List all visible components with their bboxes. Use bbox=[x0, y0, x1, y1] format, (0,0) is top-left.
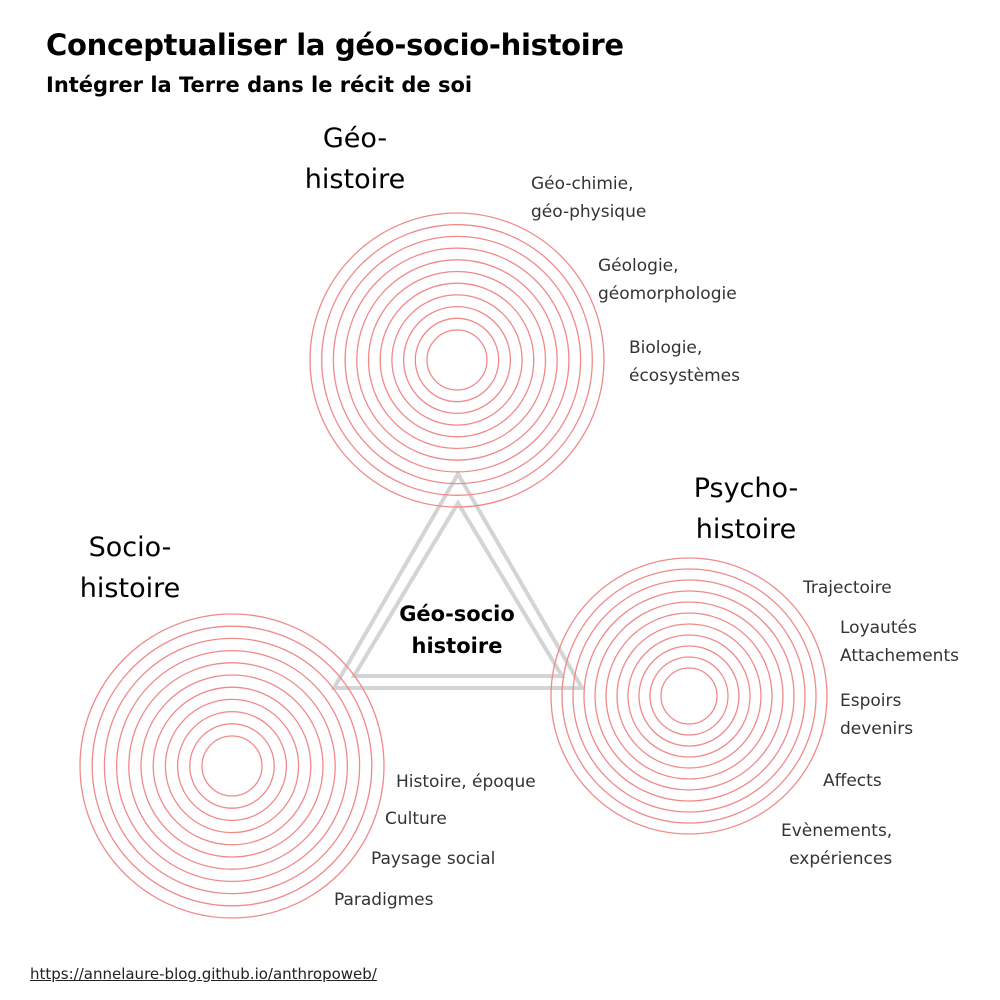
socio-ring bbox=[164, 698, 300, 834]
socio-ring bbox=[103, 637, 361, 895]
geo-ring bbox=[379, 282, 535, 438]
psycho-ring bbox=[616, 623, 762, 769]
socio-label-histoire: Histoire, époque bbox=[396, 772, 536, 792]
socio-label-culture: Culture bbox=[385, 809, 447, 829]
psycho-label-trajectoire: Trajectoire bbox=[803, 578, 892, 598]
psycho-ring bbox=[649, 656, 729, 736]
geo-rings bbox=[309, 212, 605, 508]
socio-ring bbox=[201, 735, 263, 797]
geo-ring bbox=[426, 329, 488, 391]
psycho-ring bbox=[583, 590, 795, 802]
central-triangle bbox=[330, 470, 586, 690]
psycho-ring bbox=[660, 667, 718, 725]
geo-ring bbox=[332, 235, 582, 485]
psycho-ring bbox=[627, 634, 751, 758]
socio-ring bbox=[140, 674, 324, 858]
psycho-ring bbox=[638, 645, 740, 747]
psycho-label-loyautes: Loyautés Attachements bbox=[840, 618, 959, 666]
geo-label-geologie: Géologie, géomorphologie bbox=[598, 256, 737, 304]
psycho-heading: Psycho-histoire bbox=[693, 473, 799, 545]
geo-ring bbox=[367, 270, 547, 450]
socio-rings bbox=[79, 613, 385, 919]
socio-heading: Socio-histoire bbox=[79, 532, 181, 604]
geo-ring bbox=[356, 259, 558, 461]
psycho-ring bbox=[550, 557, 828, 835]
triangle-outline-2 bbox=[350, 499, 566, 678]
geo-ring bbox=[414, 317, 500, 403]
geo-label-biologie: Biologie, écosystèmes bbox=[629, 338, 740, 386]
geo-ring bbox=[321, 224, 593, 496]
geo-label-geochimie: Géo-chimie, géo-physique bbox=[531, 174, 647, 222]
socio-ring bbox=[189, 723, 275, 809]
diagram-subtitle: Intégrer la Terre dans le récit de soi bbox=[46, 73, 473, 97]
geo-ring bbox=[391, 294, 523, 426]
center-label: Géo-socio histoire bbox=[399, 602, 515, 658]
socio-ring bbox=[115, 649, 349, 883]
geo-ring bbox=[402, 305, 512, 415]
socio-label-paysage: Paysage social bbox=[371, 849, 496, 869]
psycho-label-affects: Affects bbox=[823, 771, 882, 791]
socio-ring bbox=[152, 686, 312, 846]
geo-ring bbox=[309, 212, 605, 508]
geo-heading: Géo-histoire bbox=[304, 123, 406, 195]
psycho-label-evenements: Evènements, expériences bbox=[781, 821, 893, 869]
diagram-title: Conceptualiser la géo-socio-histoire bbox=[46, 28, 624, 62]
psycho-ring bbox=[561, 568, 817, 824]
psycho-ring bbox=[572, 579, 806, 813]
socio-ring bbox=[128, 662, 336, 870]
psycho-rings bbox=[550, 557, 828, 835]
geo-ring bbox=[344, 247, 570, 473]
psycho-ring bbox=[594, 601, 784, 791]
psycho-ring bbox=[605, 612, 773, 780]
socio-ring bbox=[79, 613, 385, 919]
psycho-label-espoirs: Espoirs devenirs bbox=[840, 691, 914, 739]
socio-ring bbox=[91, 625, 373, 907]
socio-ring bbox=[176, 710, 288, 822]
socio-label-paradigmes: Paradigmes bbox=[334, 890, 434, 910]
triangle-outline-1 bbox=[330, 470, 586, 690]
footer-link[interactable]: https://annelaure-blog.github.io/anthrop… bbox=[30, 965, 377, 983]
